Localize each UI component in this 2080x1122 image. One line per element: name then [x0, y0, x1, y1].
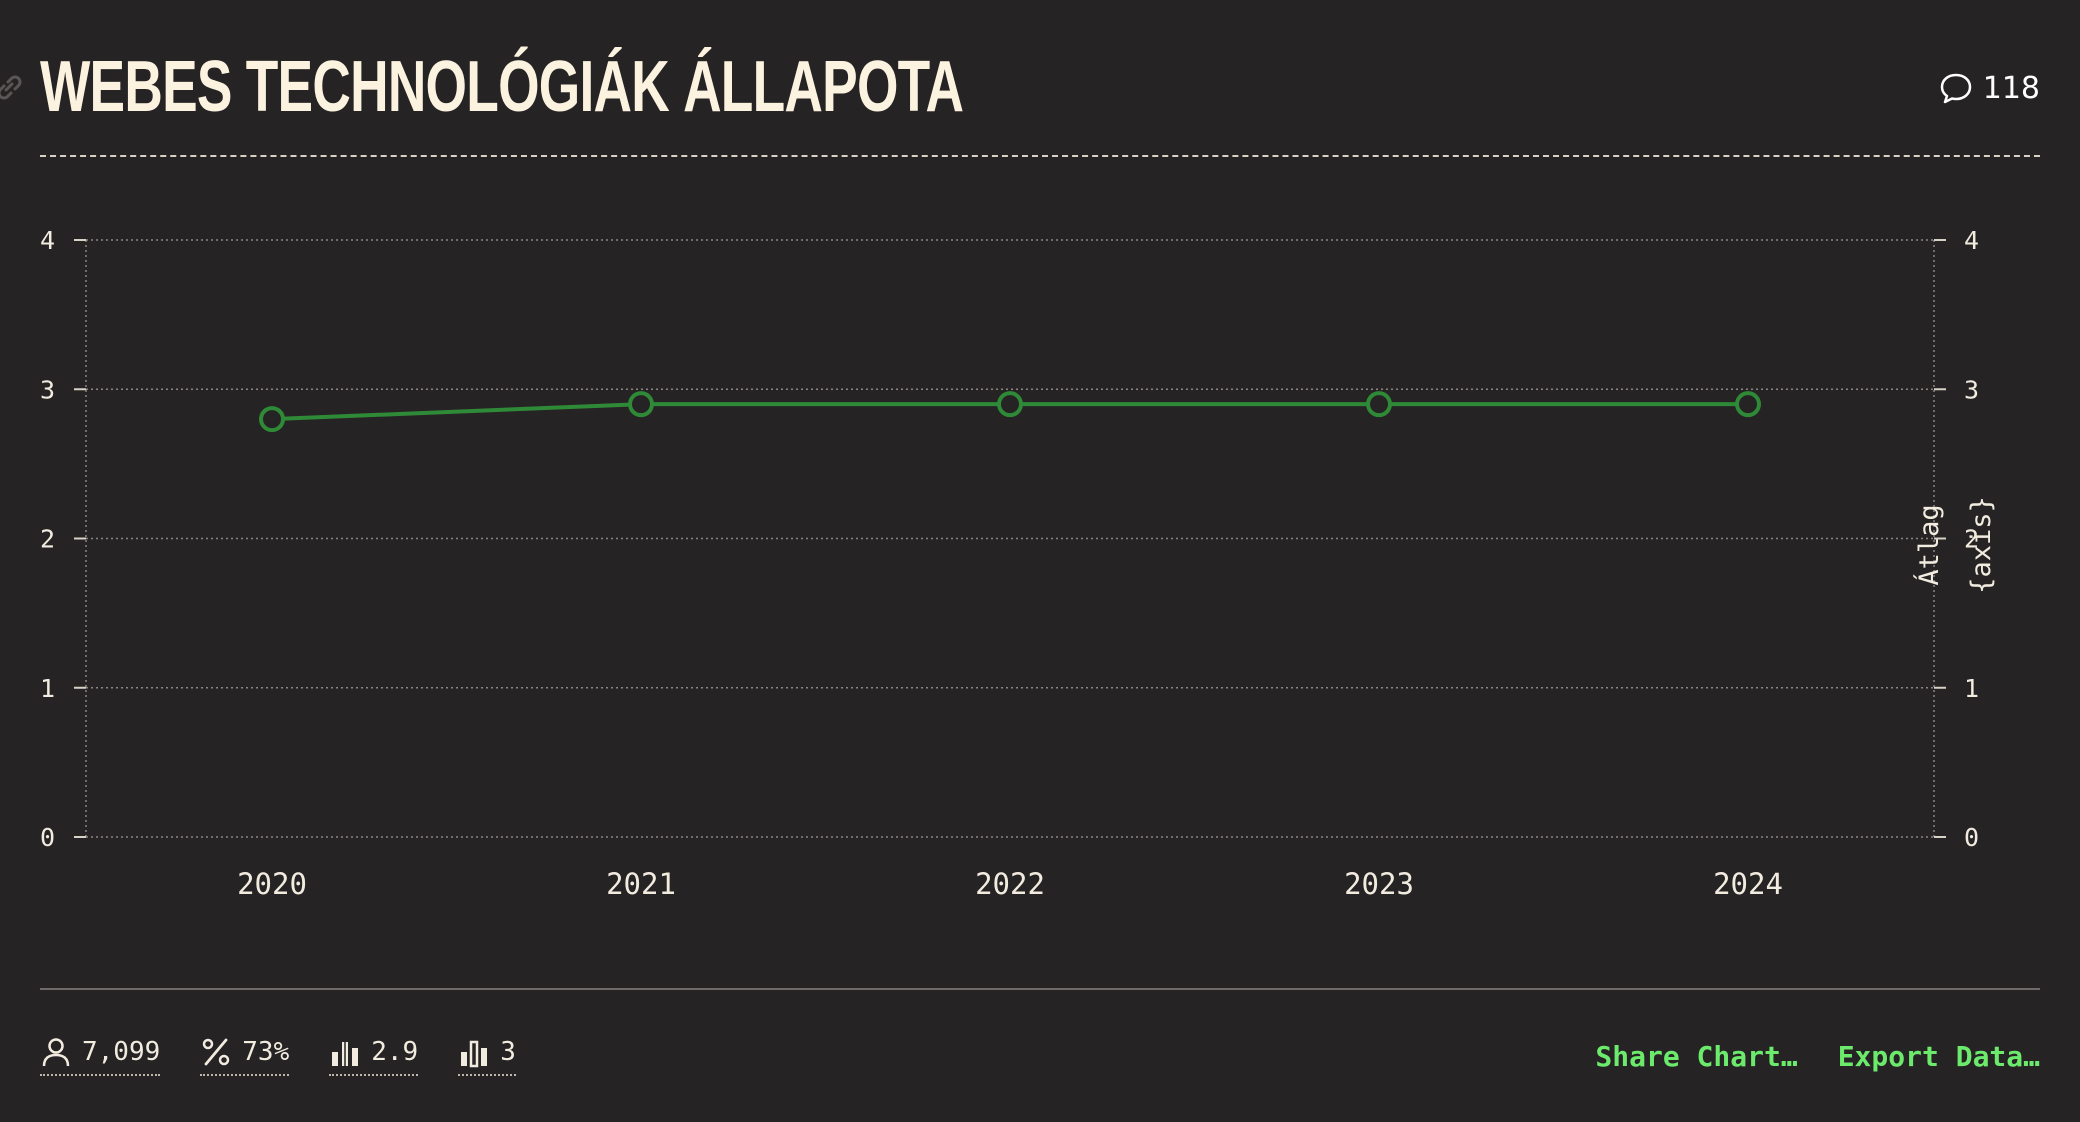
chart-actions: Share Chart… Export Data… — [1595, 1040, 2040, 1073]
y-tick-label: 4 — [40, 226, 55, 255]
median-bars-icon — [461, 1040, 488, 1068]
stat-value: 7,099 — [82, 1037, 161, 1067]
stat-respondents[interactable]: 7,099 — [40, 1036, 161, 1076]
link-icon[interactable] — [0, 72, 24, 102]
stat-value: 3 — [500, 1037, 516, 1067]
comments-button[interactable]: 118 — [1939, 68, 2040, 108]
title-divider — [40, 155, 2040, 157]
chart-grid — [85, 239, 1935, 838]
speech-bubble-icon — [1940, 73, 1971, 104]
y2-tick-label: 2 — [1964, 525, 1979, 554]
y-tick-label: 0 — [40, 823, 55, 852]
x-tick-label: 2022 — [975, 867, 1045, 901]
y2-axis-label: Átlag — [1913, 504, 1945, 585]
stats-bar: 7,099 73% 2.9 3 — [40, 1036, 516, 1076]
page-title: WEBES TECHNOLÓGIÁK ÁLLAPOTA — [40, 47, 964, 127]
y2-tick-label: 4 — [1964, 226, 1979, 255]
footer-divider — [40, 988, 2040, 990]
y2-tick-label: 1 — [1964, 674, 1979, 703]
data-point — [259, 406, 285, 433]
data-point — [1366, 391, 1392, 418]
line-chart: 0 0 1 1 2 2 3 3 4 4 2020 2021 2022 2023 2024 Átlag {ax… — [40, 226, 1997, 901]
stat-value: 73% — [242, 1037, 290, 1067]
y-tick-label: 3 — [40, 375, 55, 404]
export-data-button[interactable]: Export Data… — [1837, 1040, 2040, 1073]
stat-average[interactable]: 2.9 — [329, 1036, 419, 1076]
y2-tick-label: 3 — [1964, 375, 1979, 404]
y-tick-label: 1 — [40, 674, 55, 703]
percent-icon — [203, 1038, 230, 1066]
y2-axis-label-unit: {axis} — [1966, 496, 1997, 594]
x-tick-label: 2024 — [1713, 867, 1783, 901]
x-tick-label: 2021 — [606, 867, 676, 901]
chart-series — [259, 391, 1761, 433]
x-tick-label: 2020 — [237, 867, 307, 901]
share-chart-button[interactable]: Share Chart… — [1595, 1040, 1798, 1073]
y2-tick-label: 0 — [1964, 823, 1979, 852]
stat-percentage[interactable]: 73% — [200, 1036, 290, 1076]
chart-axes: 0 0 1 1 2 2 3 3 4 4 2020 2021 2022 2023 2024 — [40, 226, 1979, 901]
stat-median[interactable]: 3 — [458, 1036, 516, 1076]
user-icon — [42, 1038, 70, 1067]
comment-count: 118 — [1982, 70, 2040, 106]
data-point — [628, 391, 654, 418]
data-point — [997, 391, 1023, 418]
data-point — [1735, 391, 1761, 418]
x-tick-label: 2023 — [1344, 867, 1414, 901]
average-bars-icon — [332, 1037, 359, 1067]
stat-value: 2.9 — [371, 1037, 419, 1067]
y-tick-label: 2 — [40, 525, 55, 554]
